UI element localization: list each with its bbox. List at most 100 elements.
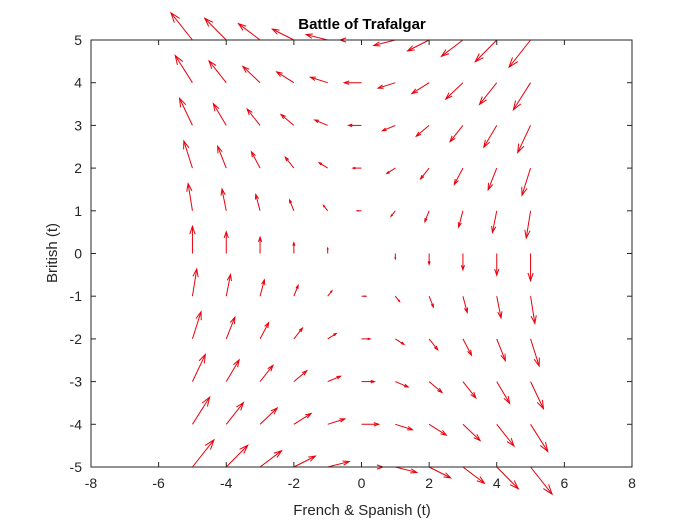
vector-arrow [220,187,227,211]
arrow-head [512,100,522,112]
arrow-shaft [411,82,430,94]
vector-arrow [390,210,396,218]
arrow-head [524,229,531,240]
vector-arrow [191,267,199,297]
arrow-head [333,332,338,337]
arrow-shaft [191,268,198,297]
arrow-shaft [441,39,464,57]
arrow-head [239,444,249,454]
vector-arrow [395,381,410,388]
vector-arrow [327,289,333,297]
vector-arrow [516,125,532,154]
vector-arrow [460,253,465,272]
arrow-shaft [225,402,244,425]
vector-arrow [521,167,532,197]
arrow-shaft [259,450,282,468]
arrow-head [258,235,263,242]
arrow-head [336,375,343,380]
arrow-head [284,156,290,162]
vector-arrow [237,22,261,41]
arrow-shaft [395,466,417,473]
vector-arrow [317,161,328,169]
arrow-shaft [225,359,240,382]
arrow-shaft [259,364,274,382]
arrow-head [433,345,439,351]
vector-arrow [428,296,434,309]
arrow-shaft [293,455,316,468]
vector-arrow [304,33,328,41]
vector-arrow [223,230,229,254]
y-tick-label: -3 [70,374,83,390]
vector-arrow [483,125,498,149]
vector-arrow [361,379,376,384]
arrow-shaft [293,413,312,425]
arrow-head [326,246,329,250]
vector-arrow [225,315,236,340]
arrow-head [453,178,459,186]
arrow-head [376,84,384,89]
vector-arrow [394,253,397,261]
vector-arrow [361,337,372,341]
arrow-head [289,198,293,204]
arrow-head [261,278,266,285]
y-tick-label: -2 [70,331,83,347]
vector-arrow [453,167,464,186]
arrow-shaft [496,466,519,490]
arrow-shaft [512,82,531,111]
arrow-head [473,434,482,442]
y-tick-label: 0 [74,246,82,262]
arrow-head [254,193,259,200]
vector-arrow [496,423,515,448]
vector-arrow [512,82,531,112]
arrow-head [410,468,419,474]
vector-arrow [259,406,279,425]
x-tick-label: -6 [152,475,165,491]
arrow-head [236,401,245,411]
arrow-shaft [314,119,328,126]
arrow-shaft [428,296,434,308]
arrow-head [503,395,511,405]
arrow-head [406,45,415,52]
vector-arrow [225,444,249,468]
arrow-shaft [386,167,396,174]
arrow-head [186,182,193,192]
arrow-head [385,170,390,175]
arrow-head [198,353,207,364]
y-tick-label: 2 [74,160,82,176]
vector-arrow [208,59,227,84]
arrow-shaft [208,60,227,84]
vector-arrow [351,166,362,170]
arrow-head [304,33,313,39]
vector-arrow [186,182,193,211]
y-tick-label: -5 [70,459,83,475]
vector-arrow [462,296,469,314]
arrow-head [370,379,376,384]
arrow-head [449,135,456,143]
arrow-head [543,484,554,496]
arrow-head [351,166,356,170]
arrow-head [270,406,279,415]
arrow-head [250,150,256,158]
arrow-head [174,54,184,66]
vector-arrow [427,253,431,266]
vector-arrow [326,246,329,254]
arrow-head [298,326,304,333]
vector-arrow [508,39,531,69]
vector-arrow [530,381,545,411]
arrow-head [457,222,462,229]
vector-arrow [293,369,308,382]
arrow-shaft [293,327,303,340]
arrow-head [183,139,190,150]
vector-arrow [191,353,207,382]
vector-arrow [289,198,295,211]
vector-arrow [293,455,317,468]
vector-arrow [258,235,263,254]
arrow-shaft [183,140,193,169]
arrow-head [201,395,211,407]
arrow-shaft [187,183,193,211]
vector-arrow [225,272,232,297]
vector-arrow [385,167,396,175]
arrow-shaft [310,76,328,84]
vector-arrow [342,80,362,85]
